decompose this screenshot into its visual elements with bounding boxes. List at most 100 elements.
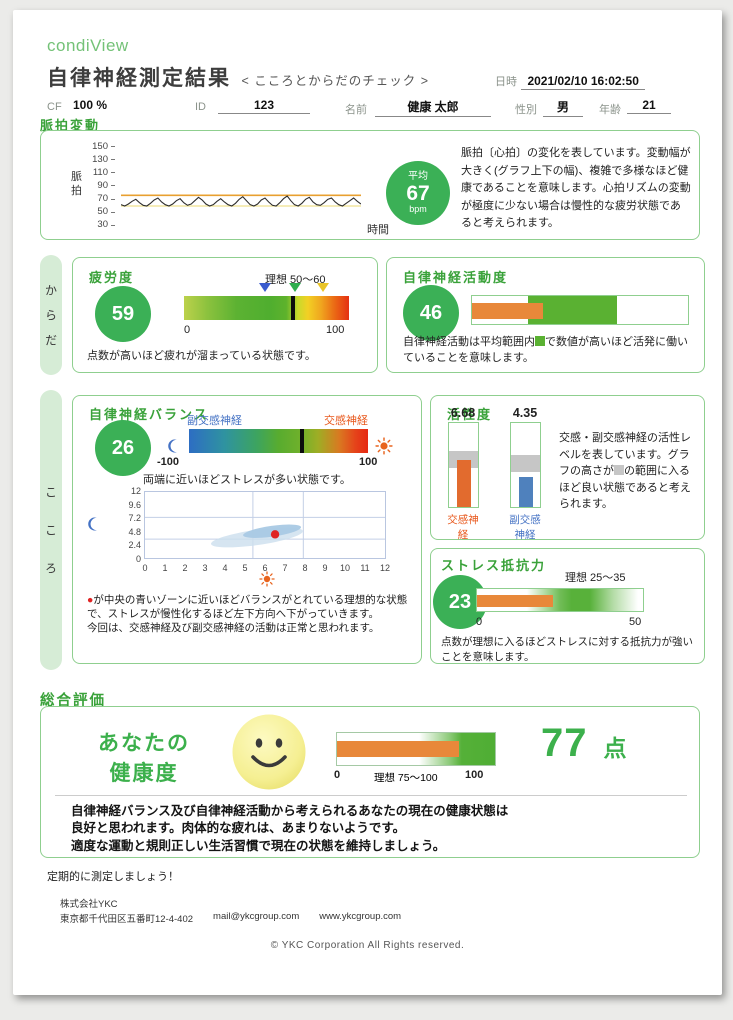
- fatigue-panel: 疲労度 59 理想 50～60 0 100 点数が高いほど疲れが溜まっている状態…: [72, 257, 378, 373]
- average-bpm-badge: 平均 67 bpm: [386, 161, 450, 225]
- sympathetic-value: 6.68: [450, 406, 476, 420]
- company-name: 株式会社YKC: [60, 899, 118, 910]
- group-label-body: からだ: [40, 255, 62, 375]
- avg-unit: bpm: [409, 203, 427, 214]
- page-subtitle: < こころとからだのチェック >: [241, 74, 429, 88]
- app-logo: condiView: [47, 36, 129, 55]
- previous-marker-triangle: [258, 283, 271, 292]
- scatter-x-ticks: 0 1 2 3 4 5 6 7 8 9 10 11 12: [138, 563, 392, 573]
- green-square-icon: [535, 336, 545, 346]
- pulse-y-tick: 70: [97, 194, 115, 203]
- id-value: 123: [218, 98, 310, 114]
- fatigue-scale-max: 100: [326, 324, 345, 336]
- balance-title: 自律神経バランス: [89, 407, 209, 422]
- sun-icon: [259, 571, 275, 587]
- moon-icon: [88, 517, 97, 531]
- fatigue-value-marker: [290, 296, 295, 320]
- overall-gauge-bar: [336, 732, 496, 766]
- datetime-label: 日時: [495, 76, 517, 88]
- balance-caption: 両端に近いほどストレスが多い状態です。: [143, 474, 351, 486]
- company-address: 東京都千代田区五番町12-4-402: [60, 914, 194, 925]
- measure-reminder: 定期的に測定しましょう！: [47, 871, 179, 883]
- avg-value: 67: [406, 181, 430, 205]
- stress-ideal-label: 理想 25～35: [565, 572, 626, 584]
- scatter-x-tick: 4: [222, 563, 228, 573]
- scatter-x-tick: 1: [162, 563, 168, 573]
- balance-score-badge: 26: [95, 420, 151, 476]
- age-value: 21: [627, 98, 671, 114]
- sex-value: 男: [543, 98, 583, 117]
- pulse-waveform: [121, 195, 361, 207]
- overall-value-bar: [337, 741, 459, 757]
- company-website: www.ykcgroup.com: [319, 911, 402, 922]
- pulse-y-tick: 30: [97, 220, 115, 230]
- moon-icon: [168, 439, 177, 453]
- scatter-x-tick: 6: [262, 563, 268, 573]
- copyright: © YKC Corporation All Rights reserved.: [270, 940, 465, 951]
- datetime-value: 2021/02/10 16:02:50: [521, 74, 645, 90]
- sympathetic-bar-fill: [456, 460, 471, 507]
- parasympathetic-label: 副交感神経: [187, 415, 242, 427]
- fatigue-title: 疲労度: [89, 270, 135, 285]
- activation-desc-pre: 交感・副交感神経の活性レベルを表しています。グラフの高さが: [559, 432, 691, 477]
- smiley-face-icon: [232, 714, 306, 790]
- section-title-overall: 総合評価: [40, 693, 106, 709]
- pulse-chart-panel: 脈拍 150 130 110 90 70 50 30 時間 平均 67 bpm 脈拍〔心拍〕…: [40, 130, 700, 240]
- parasympathetic-value: 4.35: [512, 406, 538, 420]
- scatter-x-tick: 0: [142, 563, 148, 573]
- scatter-x-tick: 9: [322, 563, 328, 573]
- balance-scale-min: -100: [157, 456, 180, 468]
- overall-score-value: 77: [541, 721, 588, 765]
- id-label: ID: [195, 101, 206, 113]
- balance-note-line2: 今回は、交感神経及び副交感神経の活動は正常と思われます。: [87, 621, 380, 634]
- pulse-y-tick: 50: [97, 207, 115, 217]
- sympathetic-label: 交感神経: [324, 415, 368, 427]
- balance-panel: 自律神経バランス 26 副交感神経 交感神経 -100 100 両端に近いほどス…: [72, 395, 422, 664]
- section-title-pulse: 脈拍変動: [40, 118, 101, 133]
- activation-title: 活性度: [447, 407, 493, 422]
- pulse-y-tick: 130: [92, 154, 115, 164]
- pulse-y-tick: 150: [92, 141, 115, 151]
- pulse-line-chart: [121, 194, 361, 207]
- patient-info-row: CF 100 % ID 123 名前 健康 太郎 性別 男 年齢 21: [13, 98, 722, 118]
- pulse-y-ticks: 150 130 110 90 70 50 30: [85, 141, 115, 230]
- scatter-x-tick: 5: [242, 563, 248, 573]
- activity-caption-pre: 自律神経活動は平均範囲内: [403, 336, 535, 348]
- pulse-description: 脈拍〔心拍〕の変化を表しています。変動幅が大きく(グラフ上下の幅)、複雑で多様な…: [461, 147, 691, 230]
- comment-line: 適度な運動と規則正しい生活習慣で現在の状態を維持しましょう。: [71, 838, 446, 853]
- stress-gauge-bar: [476, 588, 644, 612]
- activity-range-bar: [471, 295, 689, 325]
- name-value: 健康 太郎: [375, 98, 491, 117]
- comment-line: 自律神経バランス及び自律神経活動から考えられるあなたの現在の健康状態は: [71, 804, 509, 818]
- report-page: condiView 自律神経測定結果 < こころとからだのチェック > 日時 2…: [13, 10, 722, 995]
- divider: [55, 795, 687, 796]
- stress-scale-min: 0: [476, 616, 483, 628]
- fatigue-score-badge: 59: [95, 286, 151, 342]
- company-email: mail@ykcgroup.com: [213, 911, 300, 922]
- activity-caption: 自律神経活動は平均範囲内 で数値が高いほど活発に働いていることを意味します。: [403, 335, 695, 367]
- fatigue-ideal-label: 理想 50～60: [265, 274, 326, 286]
- scatter-y-ticks: 12 9.6 7.2 4.8 2.4 0: [128, 486, 141, 564]
- scatter-x-tick: 11: [360, 563, 370, 573]
- ideal-marker-triangle: [316, 283, 329, 292]
- avg-label: 平均: [408, 171, 428, 182]
- stress-title: ストレス抵抗力: [441, 558, 547, 573]
- gray-square-icon: [614, 465, 624, 475]
- pulse-y-axis-label: 脈拍: [71, 171, 82, 197]
- pulse-y-tick: 110: [93, 168, 115, 177]
- age-label: 年齢: [599, 104, 621, 116]
- overall-panel: あなたの 健康度 0 理想 75～100 100 77 点: [40, 706, 700, 858]
- company-contact-line: 東京都千代田区五番町12-4-402 mail@ykcgroup.com www…: [60, 911, 401, 925]
- pulse-y-tick: 90: [97, 181, 115, 190]
- fatigue-caption: 点数が高いほど疲れが溜まっている状態です。: [87, 350, 316, 362]
- overall-ideal-label: 理想 75～100: [374, 772, 438, 784]
- parasympathetic-ideal-band: [510, 454, 540, 472]
- headline-line2: 健康度: [109, 762, 179, 786]
- scatter-x-tick: 2: [182, 563, 188, 573]
- activity-score-badge: 46: [403, 285, 459, 341]
- sex-label: 性別: [515, 104, 537, 116]
- fatigue-scale-min: 0: [184, 324, 191, 336]
- sun-icon: [375, 437, 393, 455]
- activation-description: 交感・副交感神経の活性レベルを表しています。グラフの高さが の範囲に入るほど良い状…: [559, 430, 699, 513]
- scatter-x-tick: 12: [379, 563, 390, 573]
